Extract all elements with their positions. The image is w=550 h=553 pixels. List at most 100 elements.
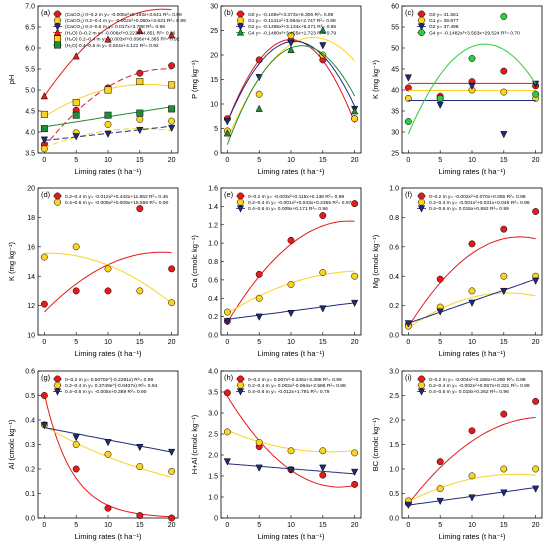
data-point — [104, 111, 112, 119]
y-tick-label: 5 — [214, 126, 218, 133]
legend-marker — [418, 375, 425, 383]
legend-entry: 0.4–0.6 m y= 0.015x+0.892 R²= 0.99 — [429, 206, 509, 212]
x-tick-label: 0 — [42, 157, 46, 164]
data-point — [40, 421, 48, 430]
panel-h: 0 1.0 1.5 2.0 2.5 3.0 3.5 4.0 0 5 10 15 20 Liming rat… — [190, 369, 362, 541]
legend-marker — [54, 16, 61, 24]
legend-marker — [53, 23, 62, 31]
y-tick-label: 1.6 — [208, 186, 218, 193]
panel-label: (f) — [405, 190, 413, 199]
legend-entry: 0.2–0.4 m y= 0.3749e^(-0.0407x) R²= 0.94 — [65, 383, 158, 389]
y-tick-label: 0.5 — [389, 491, 399, 498]
data-point — [468, 299, 476, 307]
data-point — [223, 458, 231, 466]
data-point — [468, 494, 476, 502]
data-point — [436, 497, 444, 506]
data-point — [500, 88, 508, 96]
x-tick-label: 20 — [168, 522, 176, 529]
data-point — [223, 129, 231, 137]
x-tick-label: 5 — [438, 339, 442, 346]
data-point — [136, 69, 144, 77]
y-tick-label: 7.0 — [25, 4, 35, 11]
data-point — [255, 438, 263, 446]
y-tick-label: 18 — [27, 215, 35, 222]
legend-entry: 0.4–0.6 m y= -0.005x+0.369 R²= 0.90 — [65, 389, 147, 395]
x-tick-label: 5 — [74, 522, 78, 529]
series — [404, 485, 540, 510]
data-point — [351, 299, 359, 308]
y-axis-label: K (mg kg⁻¹) — [7, 242, 16, 281]
legend-entry: 0.4–0.6 m y= -0.009x²+0.009x+15.566 R²= … — [65, 200, 169, 206]
data-point — [136, 126, 144, 135]
data-point — [168, 117, 176, 125]
data-point — [436, 94, 444, 102]
data-point — [500, 272, 508, 280]
x-tick-label: 0 — [225, 339, 229, 346]
y-axis-label: K (mg kg⁻¹) — [371, 60, 380, 99]
y-tick-label: 1.5 — [389, 442, 399, 449]
y-tick-label: 2.5 — [389, 393, 399, 400]
x-tick-label: 10 — [287, 522, 295, 529]
series — [40, 124, 176, 144]
data-point — [136, 115, 144, 123]
y-tick-label: 1.4 — [208, 204, 218, 211]
y-tick-label: 0.2 — [389, 303, 399, 310]
series — [40, 392, 176, 522]
x-tick-label: 20 — [168, 157, 176, 164]
data-point — [104, 450, 112, 458]
data-point — [104, 439, 112, 447]
legend-marker — [237, 10, 244, 18]
data-point — [436, 275, 444, 283]
data-point — [72, 441, 80, 448]
y-tick-label: 0 — [214, 516, 218, 523]
data-point — [255, 104, 263, 112]
x-tick-label: 20 — [351, 157, 359, 164]
y-axis-label: P (mg kg⁻¹) — [190, 60, 199, 99]
fit-curve — [226, 40, 356, 123]
y-tick-label: 20 — [210, 53, 218, 60]
y-tick-label: 3.0 — [389, 369, 399, 376]
data-point — [168, 81, 176, 89]
x-tick-label: 0 — [225, 157, 229, 164]
panel-c: 25 30 35 40 45 50 55 60 0 5 10 15 20 Liming rates (t … — [371, 4, 543, 176]
legend-entry: 0.2–0.4 m y= -0.001x²+0.043x+0.2355 R²= … — [248, 200, 352, 206]
series — [40, 243, 176, 307]
fit-curve — [227, 270, 355, 314]
data-point — [104, 86, 112, 94]
data-point — [104, 120, 112, 128]
legend-entry: 0.2–0.4 m y= -0.012x²+0.442x+11.562 R²= … — [65, 194, 168, 200]
data-point — [404, 74, 412, 82]
data-point — [500, 225, 508, 233]
data-point — [168, 265, 176, 273]
y-tick-label: 10 — [27, 333, 35, 340]
legend-entry: G1 y= 39.877 — [429, 18, 459, 24]
fit-curve — [44, 252, 172, 304]
data-point — [500, 465, 508, 473]
y-tick-label: 40 — [391, 88, 399, 95]
data-point — [168, 62, 176, 70]
series — [223, 269, 359, 316]
x-tick-label: 5 — [74, 157, 78, 164]
x-axis-label: Liming rates (t ha⁻¹) — [75, 532, 142, 541]
y-tick-label: 14 — [27, 274, 35, 281]
y-tick-label: 3.5 — [208, 390, 218, 397]
data-point — [104, 265, 112, 273]
fit-curve — [408, 292, 536, 329]
panel-label: (a) — [41, 8, 51, 17]
data-point — [72, 133, 80, 141]
x-tick-label: 10 — [468, 522, 476, 529]
legend-entry: G0 y= 41.561 — [429, 12, 459, 18]
x-tick-label: 10 — [287, 157, 295, 164]
y-tick-label: 6.0 — [25, 46, 35, 53]
data-point — [255, 90, 263, 98]
x-tick-label: 10 — [104, 339, 112, 346]
y-tick-label: 1.5 — [208, 474, 218, 481]
data-point — [168, 514, 176, 522]
legend-marker — [54, 41, 61, 49]
series — [404, 465, 540, 505]
x-tick-label: 5 — [257, 339, 261, 346]
x-tick-label: 10 — [468, 157, 476, 164]
data-point — [255, 56, 263, 64]
panel-i: 0.0 0.5 1.0 1.5 2.0 2.5 3.0 0 5 10 15 20 Liming rate… — [371, 369, 543, 541]
data-point — [136, 463, 144, 470]
